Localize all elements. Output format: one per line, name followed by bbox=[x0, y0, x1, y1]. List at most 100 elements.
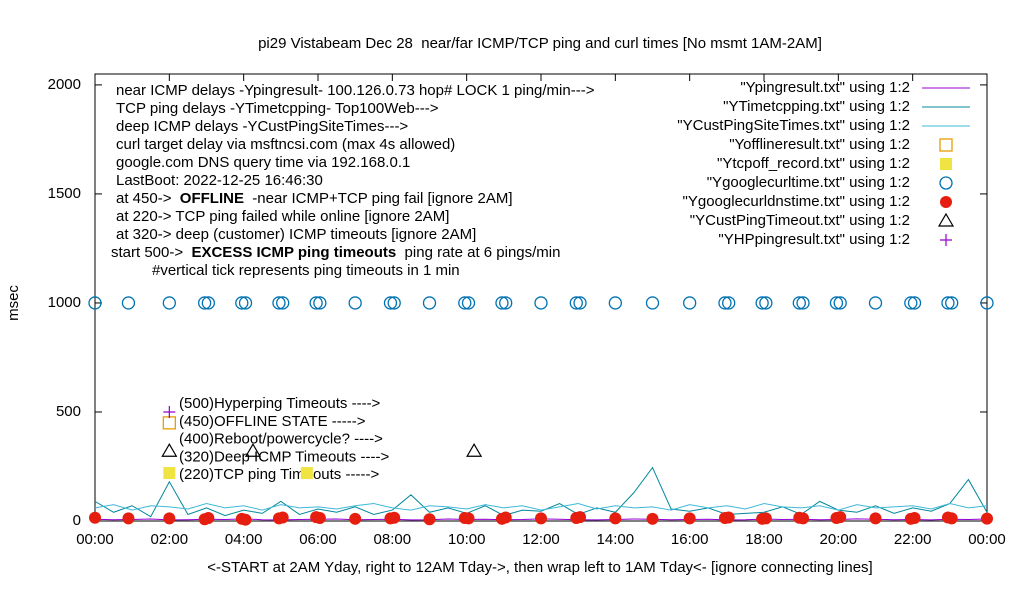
x-tick-label: 06:00 bbox=[299, 531, 337, 548]
point bbox=[868, 296, 883, 310]
x-tick-label: 00:00 bbox=[76, 531, 114, 548]
point bbox=[202, 511, 215, 524]
series-line bbox=[94, 503, 988, 511]
point bbox=[422, 296, 437, 310]
point bbox=[348, 296, 362, 310]
x-axis-label: <-START at 2AM Yday, right to 12AM Tday-… bbox=[207, 559, 872, 576]
series bbox=[94, 503, 988, 511]
point bbox=[869, 512, 882, 525]
point bbox=[121, 296, 136, 310]
point bbox=[796, 296, 810, 310]
point bbox=[238, 296, 253, 310]
note-segment: near ICMP delays -Ypingresult- 100.126.0… bbox=[116, 82, 595, 99]
x-tick-label: 10:00 bbox=[448, 531, 486, 548]
note: LastBoot: 2022-12-25 16:46:30 bbox=[116, 172, 323, 189]
note-segment: OFFLINE bbox=[180, 190, 244, 207]
legend-label: "YCustPingTimeout.txt" using 1:2 bbox=[690, 212, 910, 229]
note-segment: start 500-> bbox=[111, 244, 191, 261]
point bbox=[313, 296, 327, 310]
point bbox=[462, 512, 475, 525]
annotation: (400)Reboot/powercycle? ----> bbox=[179, 431, 383, 448]
point bbox=[88, 296, 102, 310]
note-segment: at 450-> bbox=[116, 190, 180, 207]
series bbox=[163, 405, 176, 418]
point bbox=[608, 296, 622, 310]
point bbox=[235, 296, 249, 310]
point bbox=[244, 443, 262, 457]
legend-label: "YHPpingresult.txt" using 1:2 bbox=[718, 231, 910, 248]
chart-title: pi29 Vistabeam Dec 28 near/far ICMP/TCP … bbox=[258, 35, 822, 52]
note: at 320-> deep (customer) ICMP timeouts [… bbox=[116, 226, 476, 243]
point bbox=[495, 296, 509, 310]
note-segment: #vertical tick represents ping timeouts … bbox=[152, 262, 460, 279]
point bbox=[759, 512, 772, 525]
note: near ICMP delays -Ypingresult- 100.126.0… bbox=[116, 82, 595, 99]
legend-label: "Ypingresult.txt" using 1:2 bbox=[740, 79, 910, 96]
point bbox=[569, 296, 583, 310]
series bbox=[163, 467, 313, 480]
note: at 450-> OFFLINE -near ICMP+TCP ping fai… bbox=[116, 190, 513, 207]
point bbox=[573, 296, 587, 310]
point bbox=[980, 296, 994, 310]
annotation: (220)TCP ping Timeouts -----> bbox=[179, 466, 379, 483]
note-segment: EXCESS ICMP ping timeouts bbox=[191, 244, 396, 261]
point bbox=[272, 296, 286, 310]
note-segment: TCP ping delays -YTimetcpping- Top100Web… bbox=[116, 100, 439, 117]
note-segment: curl target delay via msftncsi.com (max … bbox=[116, 136, 455, 153]
note-segment: google.com DNS query time via 192.168.0.… bbox=[116, 154, 410, 171]
point bbox=[163, 512, 176, 525]
point bbox=[981, 512, 993, 525]
x-tick-label: 22:00 bbox=[894, 531, 932, 548]
point bbox=[609, 512, 622, 525]
point bbox=[755, 296, 769, 310]
note: #vertical tick represents ping timeouts … bbox=[152, 262, 460, 279]
point bbox=[829, 296, 844, 310]
legend-swatch bbox=[940, 158, 952, 170]
point bbox=[904, 296, 918, 310]
note: curl target delay via msftncsi.com (max … bbox=[116, 136, 455, 153]
x-tick-label: 20:00 bbox=[820, 531, 858, 548]
point bbox=[122, 512, 135, 525]
x-tick-label: 02:00 bbox=[151, 531, 189, 548]
point bbox=[683, 296, 697, 310]
x-tick-label: 08:00 bbox=[374, 531, 412, 548]
note-segment: ping rate at 6 pings/min bbox=[396, 244, 560, 261]
legend-swatch bbox=[940, 196, 952, 208]
point bbox=[458, 296, 472, 310]
point bbox=[834, 511, 847, 524]
point bbox=[759, 296, 773, 310]
point bbox=[163, 405, 176, 418]
point bbox=[466, 443, 483, 457]
note: google.com DNS query time via 192.168.0.… bbox=[116, 154, 410, 171]
point bbox=[309, 296, 323, 310]
point bbox=[683, 512, 696, 525]
x-tick-label: 14:00 bbox=[597, 531, 635, 548]
point bbox=[833, 296, 847, 310]
point bbox=[276, 511, 289, 524]
y-tick-label: 1500 bbox=[48, 185, 81, 202]
legend-label: "Ytcpoff_record.txt" using 1:2 bbox=[717, 155, 910, 172]
point bbox=[797, 512, 810, 525]
series bbox=[89, 511, 993, 526]
legend-swatch bbox=[939, 138, 953, 152]
point bbox=[197, 296, 212, 310]
note-segment: deep ICMP delays -YCustPingSiteTimes---> bbox=[116, 118, 408, 135]
point bbox=[534, 296, 548, 310]
annotation: (320)Deep ICMP Timeouts ----> bbox=[179, 448, 389, 465]
point bbox=[722, 511, 735, 524]
point bbox=[574, 511, 587, 524]
point bbox=[423, 513, 436, 526]
note-segment: at 320-> deep (customer) ICMP timeouts [… bbox=[116, 226, 476, 243]
note-segment: at 220-> TCP ping failed while online [i… bbox=[116, 208, 449, 225]
point bbox=[645, 296, 660, 310]
point bbox=[718, 296, 732, 310]
point bbox=[388, 511, 401, 524]
x-tick-label: 04:00 bbox=[225, 531, 263, 548]
point bbox=[908, 511, 921, 524]
legend-swatch bbox=[940, 234, 952, 246]
point bbox=[499, 511, 512, 524]
x-tick-label: 18:00 bbox=[745, 531, 783, 548]
point bbox=[161, 443, 178, 457]
